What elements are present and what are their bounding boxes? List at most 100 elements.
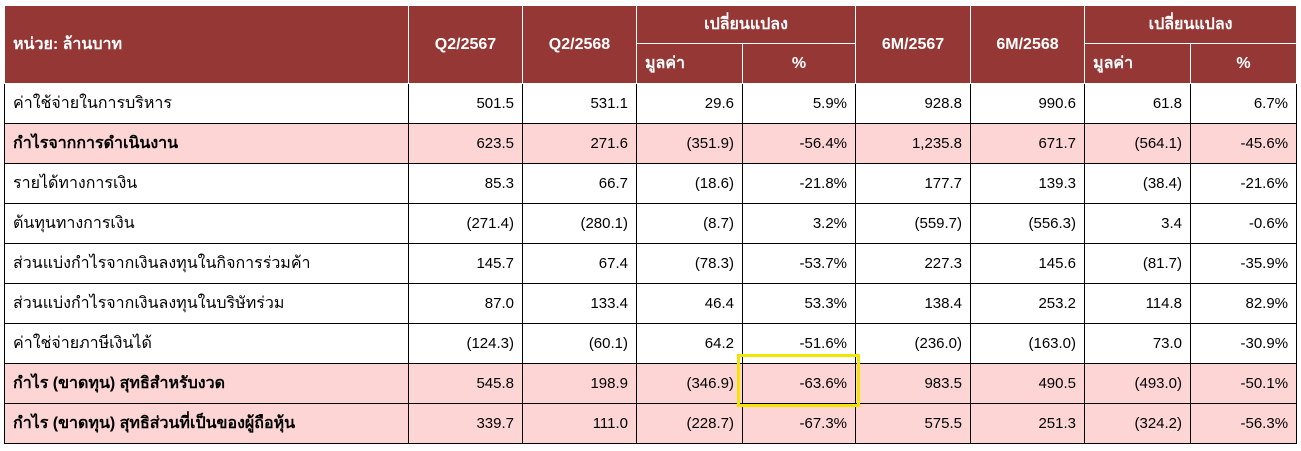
- cell-value: 271.6: [522, 123, 637, 164]
- cell-value: 928.8: [855, 83, 972, 124]
- highlight-box: [737, 354, 860, 407]
- column-header: Q2/2568: [522, 5, 637, 84]
- cell-value: 3.4: [1084, 203, 1192, 244]
- cell-value: 575.5: [855, 403, 972, 444]
- cell-value: -67.3%: [741, 403, 857, 444]
- cell-value: (228.7): [636, 403, 743, 444]
- column-header: เปลี่ยนแปลง: [1084, 5, 1298, 44]
- cell-value: (81.7): [1084, 243, 1192, 284]
- cell-value: 114.8: [1084, 283, 1192, 324]
- column-header: 6M/2568: [970, 5, 1086, 84]
- cell-value: (493.0): [1084, 363, 1192, 404]
- cell-value: 227.3: [855, 243, 972, 284]
- subcolumn-header: มูลค่า: [636, 43, 743, 84]
- cell-value: (124.3): [408, 323, 523, 364]
- subcolumn-header: มูลค่า: [1084, 43, 1192, 84]
- column-header: เปลี่ยนแปลง: [635, 5, 857, 44]
- cell-value: (324.2): [1084, 403, 1192, 444]
- cell-value: (8.7): [636, 203, 743, 244]
- cell-value: (346.9): [636, 363, 743, 404]
- cell-value: 983.5: [855, 363, 972, 404]
- cell-value: 6.7%: [1190, 83, 1298, 124]
- row-label: กำไร (ขาดทุน) สุทธิส่วนที่เป็นของผู้ถือห…: [4, 403, 409, 444]
- table-row: ค่าใช้จ่ายในการบริหาร 501.5 531.1 29.6 5.9% 9…: [4, 83, 1298, 124]
- table-row: กำไร (ขาดทุน) สุทธิสำหรับงวด 545.8 198.9 (3…: [4, 363, 1298, 404]
- cell-value: 1,235.8: [855, 123, 972, 164]
- table-body: ค่าใช้จ่ายในการบริหาร 501.5 531.1 29.6 5.9% 9…: [4, 83, 1298, 444]
- cell-value: 87.0: [408, 283, 523, 324]
- cell-value: -30.9%: [1190, 323, 1298, 364]
- row-label: ส่วนแบ่งกำไรจากเงินลงทุนในกิจการร่วมค้า: [4, 243, 409, 284]
- cell-value: (280.1): [522, 203, 637, 244]
- table-row: ต้นทุนทางการเงิน (271.4) (280.1) (8.7) 3.2%(…: [4, 203, 1298, 244]
- financial-table: หน่วย: ล้านบาท Q2/2567 Q2/2568 เปลี่ยนแป…: [4, 5, 1298, 444]
- cell-value: (559.7): [855, 203, 972, 244]
- cell-value: 66.7: [522, 163, 637, 204]
- cell-value: 3.2%: [741, 203, 857, 244]
- cell-value: -56.3%: [1190, 403, 1298, 444]
- row-label: กำไรจากการดำเนินงาน: [4, 123, 409, 164]
- cell-value: -63.6%: [741, 363, 857, 404]
- cell-value: 145.6: [970, 243, 1086, 284]
- table-row: กำไรจากการดำเนินงาน 623.5 271.6 (351.9) -56.…: [4, 123, 1298, 164]
- cell-value: 531.1: [522, 83, 637, 124]
- table-row: ส่วนแบ่งกำไรจากเงินลงทุนในกิจการร่วมค้า 1…: [4, 243, 1298, 284]
- cell-value: 53.3%: [741, 283, 857, 324]
- table-row: รายได้ทางการเงิน 85.3 66.7 (18.6) -21.8% 177.…: [4, 163, 1298, 204]
- cell-value: 198.9: [522, 363, 637, 404]
- cell-value: -21.8%: [741, 163, 857, 204]
- cell-value: (351.9): [636, 123, 743, 164]
- column-header: Q2/2567: [408, 5, 523, 84]
- cell-value: 133.4: [522, 283, 637, 324]
- row-label: รายได้ทางการเงิน: [4, 163, 409, 204]
- cell-value: -45.6%: [1190, 123, 1298, 164]
- subcolumn-header: %: [741, 43, 857, 84]
- cell-value: 82.9%: [1190, 283, 1298, 324]
- cell-value: 73.0: [1084, 323, 1192, 364]
- cell-value: 501.5: [408, 83, 523, 124]
- row-label: ต้นทุนทางการเงิน: [4, 203, 409, 244]
- cell-value: -50.1%: [1190, 363, 1298, 404]
- cell-value: 545.8: [408, 363, 523, 404]
- column-header: 6M/2567: [855, 5, 972, 84]
- cell-value: (564.1): [1084, 123, 1192, 164]
- cell-value: -53.7%: [741, 243, 857, 284]
- table-row: ส่วนแบ่งกำไรจากเงินลงทุนในบริษัทร่วม 87.0…: [4, 283, 1298, 324]
- table-row: ค่าใช่จ่ายภาษีเงินได้ (124.3) (60.1) 64.2 -5…: [4, 323, 1298, 364]
- cell-value: 64.2: [636, 323, 743, 364]
- cell-value: (236.0): [855, 323, 972, 364]
- cell-value: (556.3): [970, 203, 1086, 244]
- cell-value: 85.3: [408, 163, 523, 204]
- cell-value: -0.6%: [1190, 203, 1298, 244]
- cell-value: (38.4): [1084, 163, 1192, 204]
- cell-value: 29.6: [636, 83, 743, 124]
- cell-value: 61.8: [1084, 83, 1192, 124]
- cell-value: 5.9%: [741, 83, 857, 124]
- cell-value: 177.7: [855, 163, 972, 204]
- cell-value: (18.6): [636, 163, 743, 204]
- cell-value: (78.3): [636, 243, 743, 284]
- cell-value: -51.6%: [741, 323, 857, 364]
- row-label: ส่วนแบ่งกำไรจากเงินลงทุนในบริษัทร่วม: [4, 283, 409, 324]
- cell-value: 145.7: [408, 243, 523, 284]
- cell-value: 671.7: [970, 123, 1086, 164]
- cell-value: 139.3: [970, 163, 1086, 204]
- cell-value: -35.9%: [1190, 243, 1298, 284]
- row-label: ค่าใช่จ่ายภาษีเงินได้: [4, 323, 409, 364]
- cell-value: 138.4: [855, 283, 972, 324]
- row-label: ค่าใช้จ่ายในการบริหาร: [4, 83, 409, 124]
- cell-value: 253.2: [970, 283, 1086, 324]
- cell-value: 46.4: [636, 283, 743, 324]
- cell-value: (163.0): [970, 323, 1086, 364]
- cell-value: 339.7: [408, 403, 523, 444]
- cell-value: -56.4%: [741, 123, 857, 164]
- cell-value: 251.3: [970, 403, 1086, 444]
- table-row: กำไร (ขาดทุน) สุทธิส่วนที่เป็นของผู้ถือห…: [4, 403, 1298, 444]
- cell-value: -21.6%: [1190, 163, 1298, 204]
- cell-value: (271.4): [408, 203, 523, 244]
- row-label: กำไร (ขาดทุน) สุทธิสำหรับงวด: [4, 363, 409, 404]
- header-title: หน่วย: ล้านบาท: [4, 5, 409, 84]
- cell-value: 67.4: [522, 243, 637, 284]
- subcolumn-header: %: [1190, 43, 1298, 84]
